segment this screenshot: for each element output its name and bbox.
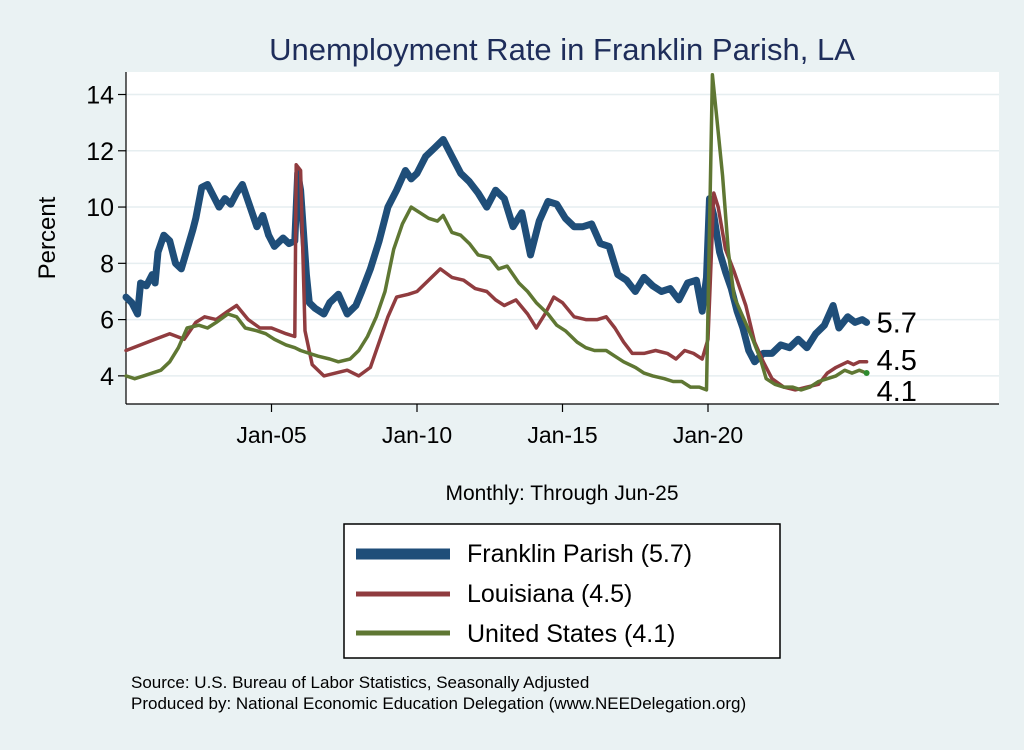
y-tick-label: 10: [86, 194, 114, 222]
plot-area: [126, 72, 999, 404]
y-axis-label: Percent: [34, 196, 61, 279]
producer-note: Produced by: National Economic Education…: [131, 694, 746, 713]
series-line-united-states: [124, 73, 869, 392]
legend: Franklin Parish (5.7) Louisiana (4.5) Un…: [343, 523, 781, 659]
x-tick-label: Jan-05: [236, 422, 306, 448]
end-label-franklin-parish: 5.7: [877, 307, 917, 339]
chart-title: Unemployment Rate in Franklin Parish, LA: [269, 32, 855, 67]
y-tick-label: 14: [86, 82, 114, 110]
series-lines: [122, 73, 871, 392]
y-tick-label: 4: [100, 363, 114, 391]
x-tick-label: Jan-10: [382, 422, 452, 448]
x-tick-label: Jan-20: [673, 422, 743, 448]
end-labels: 5.7 4.54.1: [863, 307, 917, 408]
end-label-louisiana: 4.5: [877, 345, 917, 377]
x-tick-label: Jan-15: [527, 422, 597, 448]
y-tick-label: 12: [86, 138, 114, 166]
axes: 4 6 8 10 12 14 Jan-05 Jan-10 Jan-15 Jan-20: [86, 72, 999, 448]
end-marker-united-states: [863, 370, 870, 377]
legend-label-united-states: United States (4.1): [467, 620, 675, 648]
y-tick-label: 8: [100, 250, 114, 278]
legend-box: [343, 523, 781, 659]
y-tick-label: 6: [100, 307, 114, 335]
source-note: Source: U.S. Bureau of Labor Statistics,…: [131, 673, 589, 692]
legend-label-louisiana: Louisiana (4.5): [467, 580, 632, 608]
x-axis-label: Monthly: Through Jun-25: [445, 482, 678, 505]
series-line-louisiana: [124, 163, 869, 392]
legend-label-franklin: Franklin Parish (5.7): [467, 540, 692, 568]
end-label-united-states: 4.1: [877, 376, 917, 408]
